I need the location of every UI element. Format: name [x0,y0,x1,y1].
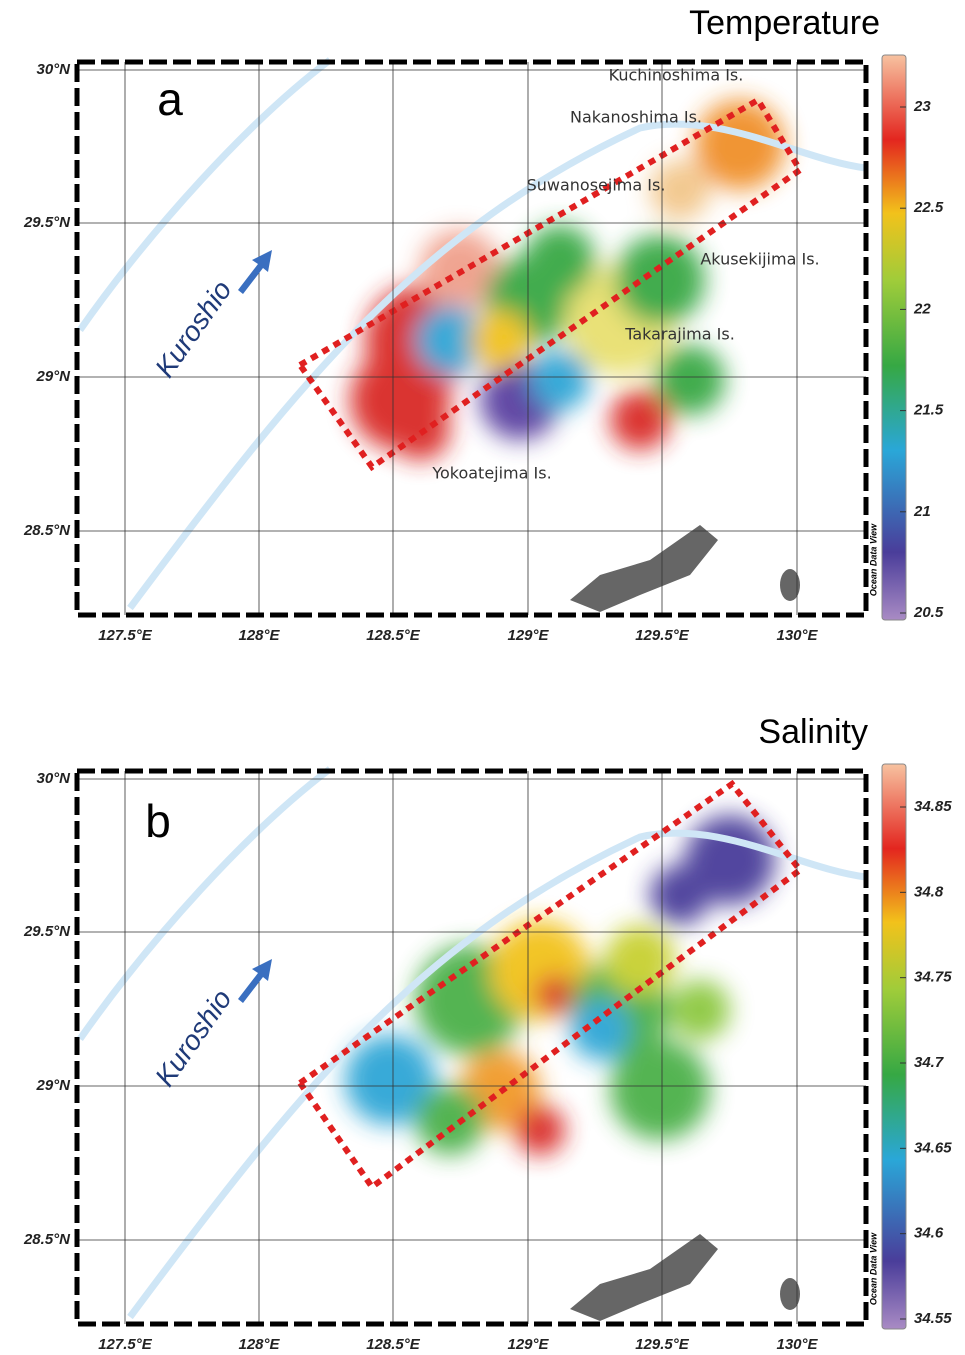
current-arrow [238,959,272,1003]
field-patch [650,865,710,925]
lon-tick-label: 128.5°E [366,1336,421,1353]
field-patch [515,1105,565,1155]
land [570,1234,718,1321]
lat-tick-label: 28.5°N [23,1231,71,1248]
lat-tick-label: 29.5°N [23,214,71,231]
field-patch [530,350,590,410]
lon-tick-label: 129.5°E [635,1336,690,1353]
study-box [295,779,805,1192]
field [345,815,775,1155]
colorbar-tick-label: 34.55 [914,1310,952,1327]
colorbar-tick-label: 34.85 [914,798,952,815]
colorbar-tick-label: 34.65 [914,1139,952,1156]
field-patch [615,235,705,325]
lat-tick-label: 30°N [36,770,71,787]
colorbar [881,54,907,621]
study-box [295,95,805,472]
field-patch [670,980,730,1040]
panel-label: b [145,795,171,847]
frame [74,59,869,618]
colorbar-tick-label: 34.6 [914,1225,944,1242]
colorbar-tick-label: 23 [913,98,931,115]
odv-credit: Ocean Data View [868,523,878,596]
field-patch [570,1000,630,1060]
field-patch [535,975,575,1015]
land [570,525,718,612]
colorbar-tick-label: 22 [913,300,931,317]
frame [74,768,869,1327]
map-panel: 127.5°E 128°E 128.5°E 129°E 129.5°E 130°E 30°N… [23,713,952,1353]
colorbar-tick-label: 21 [913,503,931,520]
lat-tick-label: 29°N [35,368,71,385]
island-label: Yokoatejima Is. [431,464,551,483]
colorbar-tick-label: 20.5 [913,604,944,621]
land [780,1278,800,1310]
lat-tick-label: 30°N [36,61,71,78]
lat-tick-label: 28.5°N [23,522,71,539]
field-patch [470,310,530,370]
colorbar [881,763,907,1330]
panel-title: Salinity [758,713,868,751]
land [780,569,800,601]
field-patch [655,345,725,415]
field [350,100,785,460]
lat-tick-label: 29°N [35,1077,71,1094]
field-patch [605,925,675,995]
island-label: Suwanosejima Is. [527,176,666,195]
lon-tick-label: 128.5°E [366,627,421,644]
colorbar-tick-label: 22.5 [913,199,944,216]
kuroshio-path [127,829,867,1320]
lon-tick-label: 130°E [776,1336,818,1353]
field-patch [415,1085,485,1155]
lon-tick-label: 128°E [238,1336,280,1353]
field-patch [650,160,710,220]
field-patch [390,400,450,460]
lon-tick-label: 127.5°E [98,627,153,644]
colorbar-tick-label: 21.5 [913,402,944,419]
lon-tick-label: 129°E [507,1336,549,1353]
kuroshio-path [127,120,867,611]
map-panel: 127.5°E 128°E 128.5°E 129°E 129.5°E 130°E 30°N… [23,4,944,644]
field-patch [415,305,485,375]
island-label: Takarajima Is. [624,325,735,344]
lat-tick-label: 29.5°N [23,923,71,940]
island-label: Akusekijima Is. [700,250,819,269]
field-patch [610,390,670,450]
field-patch [525,225,595,295]
colorbar-tick-label: 34.8 [914,883,944,900]
colorbar-tick-label: 34.7 [914,1054,944,1071]
kuroshio-path [77,57,333,333]
panel-label: a [157,73,183,125]
island-label: Nakanoshima Is. [570,108,702,127]
field-patch [345,1035,435,1125]
lon-tick-label: 128°E [238,627,280,644]
kuroshio-path [77,766,333,1042]
lon-tick-label: 130°E [776,627,818,644]
lon-tick-label: 129.5°E [635,627,690,644]
panel-title: Temperature [689,4,880,42]
colorbar-tick-label: 34.75 [914,969,952,986]
island-label: Kuchinoshima Is. [609,66,744,85]
field-patch [610,1040,710,1140]
current-arrow [238,250,272,294]
lon-tick-label: 127.5°E [98,1336,153,1353]
odv-credit: Ocean Data View [868,1232,878,1305]
lon-tick-label: 129°E [507,627,549,644]
